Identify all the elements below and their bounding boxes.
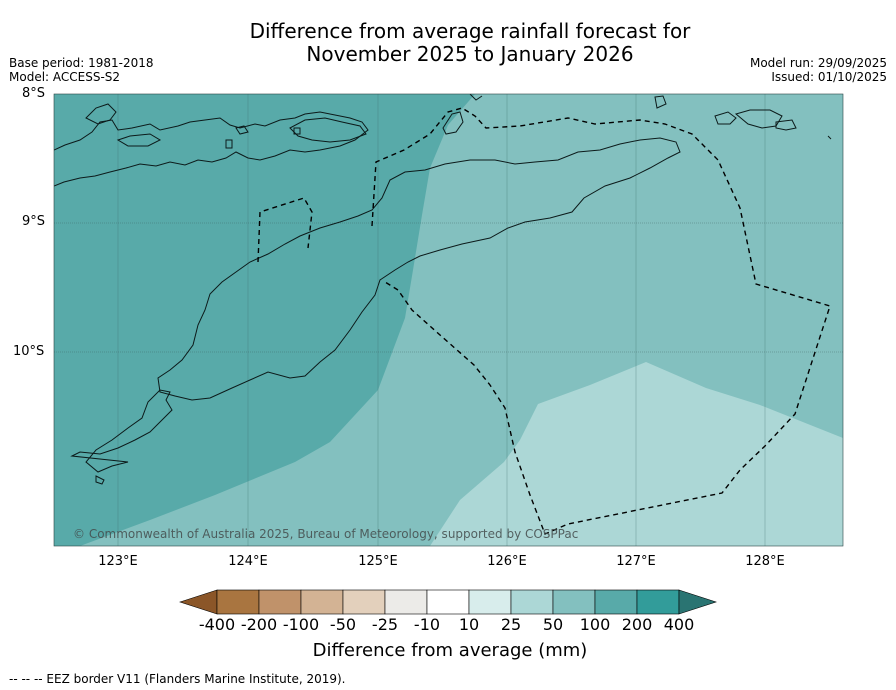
model-name: Model: ACCESS-S2 bbox=[9, 70, 121, 84]
colorbar-swatch bbox=[258, 589, 302, 615]
lon-label-125e: 125°E bbox=[358, 554, 398, 569]
lon-label-124e: 124°E bbox=[228, 554, 268, 569]
copyright-notice: © Commonwealth of Australia 2025, Bureau… bbox=[73, 527, 579, 541]
colorbar-tick-label: -10 bbox=[413, 615, 441, 634]
model-run: Model run: 29/09/2025 bbox=[749, 56, 887, 70]
lon-label-126e: 126°E bbox=[487, 554, 527, 569]
coast-timor bbox=[157, 137, 681, 401]
coast-alor bbox=[289, 117, 367, 143]
colorbar-swatch bbox=[594, 589, 638, 615]
colorbar-tick-label: -25 bbox=[371, 615, 399, 634]
region-south-east bbox=[430, 362, 843, 546]
colorbar-swatch bbox=[510, 589, 554, 615]
colorbar-tick-label: -400 bbox=[198, 615, 236, 634]
title-line-1: Difference from average rainfall forecas… bbox=[249, 19, 691, 43]
colorbar-swatch bbox=[468, 589, 512, 615]
meridians bbox=[117, 94, 766, 546]
colorbar-tick-label: -100 bbox=[282, 615, 320, 634]
meta-left: Base period: 1981-2018 Model: ACCESS-S2 bbox=[9, 56, 154, 84]
coast-islet-1 bbox=[85, 103, 117, 125]
colorbar-swatch bbox=[426, 589, 470, 615]
colorbar-tick-label: 10 bbox=[458, 615, 480, 634]
lat-label-10s: 10°S bbox=[13, 344, 45, 359]
colorbar-swatch bbox=[342, 589, 386, 615]
colorbar-swatch bbox=[636, 589, 680, 615]
region-west bbox=[54, 94, 475, 546]
eez-border bbox=[257, 107, 831, 535]
title-line-2: November 2025 to January 2026 bbox=[306, 42, 634, 66]
lat-label-9s: 9°S bbox=[22, 214, 46, 229]
colorbar-title: Difference from average (mm) bbox=[312, 640, 588, 661]
chart-title: Difference from average rainfall forecas… bbox=[170, 20, 770, 66]
coast-north-tip bbox=[469, 94, 483, 101]
lon-label-127e: 127°E bbox=[616, 554, 656, 569]
coast-rote-tail bbox=[95, 475, 105, 485]
lon-label-128e: 128°E bbox=[745, 554, 785, 569]
gridlines bbox=[54, 222, 843, 353]
colorbar-swatches bbox=[179, 589, 717, 615]
colorbar-tick-label: 25 bbox=[500, 615, 522, 634]
colorbar-tick-label: -50 bbox=[329, 615, 357, 634]
colorbar-tick-label: 200 bbox=[621, 615, 653, 634]
colorbar-swatch bbox=[300, 589, 344, 615]
colorbar-arrow-low bbox=[179, 589, 218, 615]
coast-islet-3 bbox=[235, 125, 249, 135]
lon-label-123e: 123°E bbox=[98, 554, 138, 569]
coast-islet-2 bbox=[116, 133, 162, 147]
issued-date: Issued: 01/10/2025 bbox=[771, 70, 887, 84]
coast-flores-north bbox=[54, 111, 369, 187]
colorbar-arrow-high bbox=[678, 589, 717, 615]
coast-atauro bbox=[442, 111, 464, 135]
coastlines bbox=[54, 94, 832, 485]
coast-islet-4 bbox=[225, 139, 233, 149]
colorbar-tick-label: 50 bbox=[542, 615, 564, 634]
lat-label-8s: 8°S bbox=[22, 86, 46, 101]
colorbar-tick-label: 400 bbox=[663, 615, 695, 634]
colorbar-swatch bbox=[384, 589, 428, 615]
coast-wetar bbox=[654, 95, 667, 109]
colorbar-tick-label: 100 bbox=[579, 615, 611, 634]
coast-leti bbox=[734, 109, 783, 129]
colorbar-swatch bbox=[216, 589, 260, 615]
coast-moa bbox=[775, 119, 797, 131]
colorbar-swatch bbox=[552, 589, 596, 615]
coast-kisar bbox=[714, 111, 737, 125]
colorbar-tick-label: -200 bbox=[240, 615, 278, 634]
meta-right: Model run: 29/09/2025 Issued: 01/10/2025 bbox=[750, 56, 887, 84]
base-period: Base period: 1981-2018 bbox=[9, 56, 154, 70]
coast-rote bbox=[70, 389, 173, 473]
coast-small-east bbox=[827, 135, 832, 140]
eez-legend: -- -- -- EEZ border V11 (Flanders Marine… bbox=[9, 672, 346, 686]
